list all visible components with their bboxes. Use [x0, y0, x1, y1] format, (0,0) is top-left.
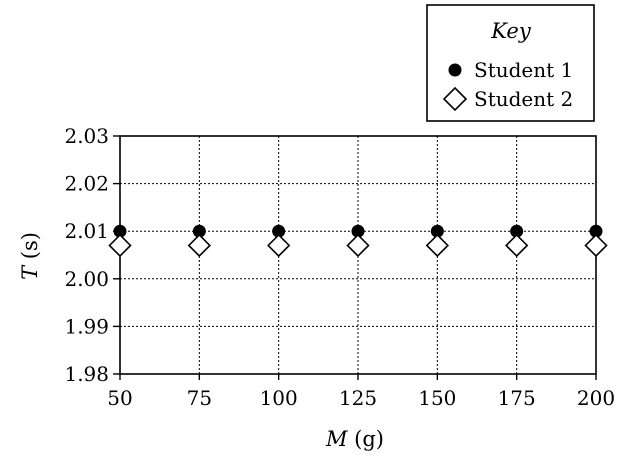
x-tick-label: 100: [260, 386, 298, 410]
legend: Key Student 1 Student 2: [426, 4, 595, 122]
x-axis-title: M (g): [325, 427, 384, 451]
y-tick-labels: 1.98 1.99 2.00 2.01 2.02 2.03: [64, 124, 109, 386]
data-point-student-1: [510, 224, 524, 238]
x-tick-labels: 50 75 100 125 150 175 200: [107, 386, 615, 410]
legend-marker-student-1: [448, 63, 462, 77]
y-tick-label: 2.01: [64, 219, 109, 243]
data-point-student-1: [192, 224, 206, 238]
data-point-student-1: [430, 224, 444, 238]
tick-marks: [113, 135, 597, 380]
y-axis-title: T (s): [18, 232, 42, 280]
x-tick-label: 50: [107, 386, 132, 410]
legend-label-student-2: Student 2: [474, 87, 573, 111]
x-tick-label: 150: [418, 386, 456, 410]
data-point-student-2: [108, 233, 132, 258]
y-tick-label: 1.99: [64, 314, 109, 338]
legend-title: Key: [490, 19, 532, 43]
data-point-student-2: [425, 233, 449, 258]
x-tick-label: 125: [339, 386, 377, 410]
y-axis-unit: (s): [18, 232, 42, 266]
data-point-student-2: [505, 233, 529, 258]
y-tick-label: 1.98: [64, 362, 109, 386]
x-tick-label: 175: [498, 386, 536, 410]
data-point-student-2: [584, 233, 608, 258]
data-point-student-2: [346, 233, 370, 258]
data-point-student-1: [272, 224, 286, 238]
series-2: [108, 233, 608, 258]
y-tick-label: 2.00: [64, 267, 109, 291]
y-axis-var: T: [18, 264, 42, 280]
x-tick-label: 75: [187, 386, 212, 410]
legend-marker-student-2: [442, 86, 468, 112]
data-series: [108, 224, 608, 258]
x-tick-label: 200: [577, 386, 615, 410]
data-point-student-2: [267, 233, 291, 258]
data-point-student-1: [589, 224, 603, 238]
data-point-student-1: [113, 224, 127, 238]
x-axis-var: M: [325, 427, 348, 451]
series-1: [113, 224, 603, 238]
data-point-student-2: [187, 233, 211, 258]
data-point-student-1: [351, 224, 365, 238]
x-axis-unit: (g): [348, 427, 385, 451]
legend-label-student-1: Student 1: [474, 58, 573, 82]
y-tick-label: 2.02: [64, 172, 109, 196]
y-tick-label: 2.03: [64, 124, 109, 148]
